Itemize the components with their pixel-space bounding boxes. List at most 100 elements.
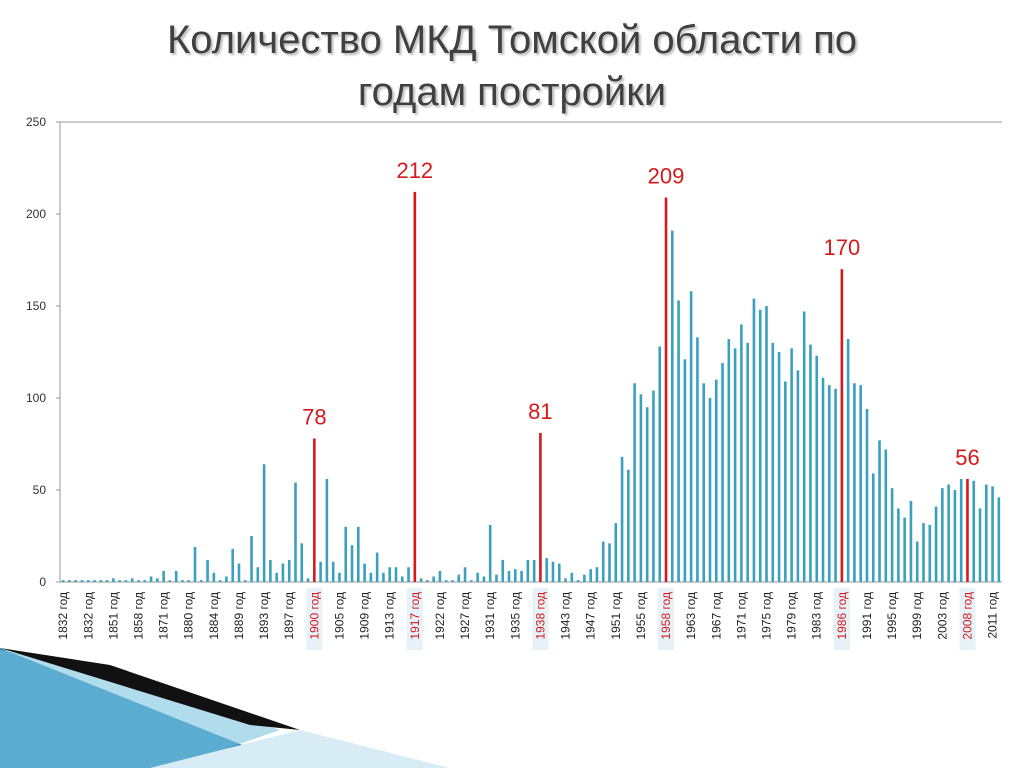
bar <box>564 578 567 582</box>
bar <box>834 388 837 582</box>
bar <box>802 311 806 582</box>
bar <box>915 541 919 582</box>
bar <box>909 501 913 582</box>
bar <box>407 567 410 582</box>
bar <box>520 570 523 582</box>
bar <box>86 580 90 582</box>
y-tick-label: 100 <box>26 391 46 405</box>
bar <box>890 488 894 582</box>
x-tick-label: 2008 год <box>960 592 974 640</box>
decoration <box>0 650 280 768</box>
highlight-box <box>658 588 675 650</box>
x-tick-label: 2003 год <box>935 592 949 640</box>
x-tick-label: 1935 год <box>508 592 522 640</box>
bar <box>645 407 649 582</box>
bar <box>225 576 228 582</box>
y-tick-label: 0 <box>39 575 46 589</box>
bar <box>281 563 285 582</box>
bar <box>947 484 950 582</box>
highlight-box <box>532 588 549 650</box>
bar <box>313 438 316 582</box>
bar <box>714 379 718 582</box>
bar <box>61 580 65 582</box>
bar <box>363 563 366 582</box>
bar <box>388 567 391 582</box>
bar <box>181 580 184 582</box>
bar <box>740 324 743 582</box>
bar <box>997 497 1001 582</box>
bar <box>828 385 831 582</box>
bar <box>300 543 304 582</box>
bar <box>306 578 310 582</box>
y-tick-label: 150 <box>26 299 46 313</box>
x-tick-label: 1880 год <box>182 592 196 640</box>
bar <box>400 576 404 582</box>
x-tick-label: 1909 год <box>358 592 372 640</box>
x-tick-label: 1913 год <box>383 592 397 640</box>
bar <box>438 570 442 582</box>
bar <box>74 580 77 582</box>
bar <box>200 580 203 582</box>
x-tick-label: 1897 год <box>282 592 296 640</box>
x-tick-label: 1983 год <box>810 592 824 640</box>
bar <box>287 559 291 582</box>
x-tick-label: 2011 год <box>986 592 1000 639</box>
bar <box>846 339 850 582</box>
bar <box>658 346 662 582</box>
x-tick-label: 1889 год <box>232 592 246 640</box>
bar <box>683 359 687 582</box>
bar <box>583 574 586 582</box>
bar <box>294 482 297 582</box>
x-tick-label: 1955 год <box>634 592 648 640</box>
bar <box>758 309 762 582</box>
bar <box>784 381 787 582</box>
bar <box>689 291 693 582</box>
bar <box>777 352 781 582</box>
bar <box>576 580 580 582</box>
x-tick-label: 1905 год <box>332 592 346 640</box>
bar <box>149 576 153 582</box>
x-tick-label: 1971 год <box>734 592 748 640</box>
x-tick-label: 1900 год <box>307 592 321 640</box>
x-tick-label: 1958 год <box>659 592 673 640</box>
bar <box>394 567 398 582</box>
data-label: 56 <box>955 445 979 470</box>
x-tick-label: 1951 год <box>609 592 623 640</box>
bar <box>325 478 329 582</box>
bar <box>878 440 881 582</box>
bar <box>746 342 749 582</box>
bar <box>671 230 674 582</box>
bar <box>840 269 844 582</box>
bar <box>250 536 253 582</box>
bar <box>413 191 417 583</box>
bar <box>865 409 869 582</box>
bar <box>966 478 969 582</box>
data-label: 78 <box>302 404 326 429</box>
bar <box>928 524 932 582</box>
x-tick-label: 1975 год <box>760 592 774 640</box>
x-tick-label: 1943 год <box>559 592 573 640</box>
x-tick-label: 1947 год <box>584 592 598 640</box>
x-tick-label: 1995 год <box>885 592 899 640</box>
bar <box>727 339 731 582</box>
x-tick-label: 1938 год <box>533 592 547 640</box>
bar <box>526 559 530 582</box>
data-label: 212 <box>396 158 433 183</box>
bar <box>959 478 963 582</box>
bar <box>765 306 768 582</box>
x-tick-label: 1931 год <box>483 592 497 640</box>
bar <box>426 580 429 582</box>
x-tick-label: 1986 год <box>835 592 849 640</box>
chart-title: Количество МКД Томской области по годам … <box>166 18 858 114</box>
bar <box>319 561 322 582</box>
bar <box>991 486 994 582</box>
x-tick-label: 1851 год <box>106 592 120 640</box>
bar <box>218 580 222 582</box>
x-tick-label: 1922 год <box>433 592 447 640</box>
x-tick-label: 1871 год <box>157 592 171 640</box>
bar <box>174 570 178 582</box>
bar <box>444 580 448 582</box>
bar <box>432 576 435 582</box>
bar <box>193 547 197 582</box>
bar <box>338 572 341 582</box>
